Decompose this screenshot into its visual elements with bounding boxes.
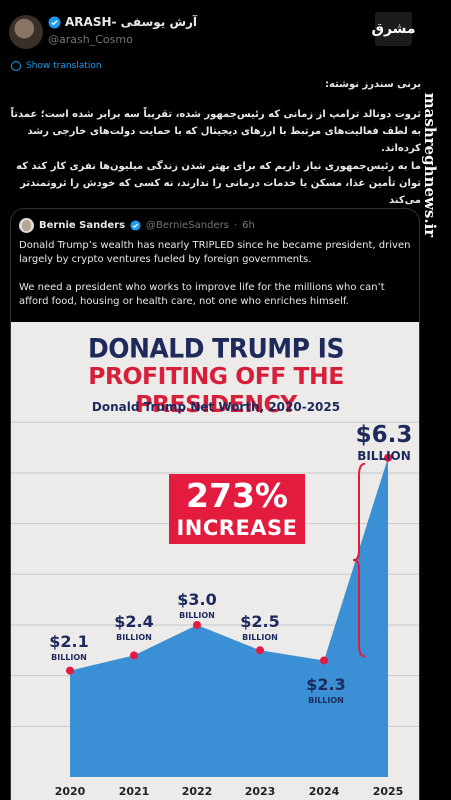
author-avatar[interactable] (9, 15, 43, 49)
quoted-verified-icon (130, 220, 141, 231)
infographic-subtitle: Donald Trump Net Worth, 2020-2025 (91, 400, 341, 414)
data-point-2020 (66, 666, 74, 675)
quoted-text: Donald Trump’s wealth has nearly TRIPLED… (19, 239, 411, 309)
author-name-row[interactable]: ARASH- آرش یوسفی (48, 15, 197, 29)
verified-badge-icon (48, 16, 61, 28)
net-worth-area (70, 457, 388, 777)
x-tick-2020: 2020 (55, 785, 86, 798)
author-name[interactable]: ARASH- آرش یوسفی (65, 15, 198, 29)
x-tick-2023: 2023 (245, 785, 276, 798)
quoted-tweet[interactable]: Bernie Sanders @BernieSanders · 6h Donal… (10, 208, 420, 800)
x-tick-2024: 2024 (309, 785, 340, 798)
quoted-time: 6h (242, 220, 255, 231)
quoted-text-1: Donald Trump’s wealth has nearly TRIPLED… (19, 240, 411, 265)
x-tick-2022: 2022 (182, 785, 213, 798)
value-label-2021: $2.4 (114, 612, 153, 631)
unit-label-2024: BILLION (308, 696, 344, 705)
data-point-2022 (193, 620, 201, 629)
unit-label-2025: BILLION (357, 449, 411, 463)
data-point-2023 (256, 646, 264, 655)
increase-word: INCREASE (176, 516, 298, 540)
unit-label-2020: BILLION (51, 653, 87, 662)
tweet-paragraph-1: ثروت دونالد ترامپ از زمانی که رئیس‌جمهور… (10, 109, 421, 154)
value-label-2022: $3.0 (177, 590, 216, 609)
x-tick-2021: 2021 (119, 785, 150, 798)
value-label-2023: $2.5 (240, 612, 279, 631)
quoted-name: Bernie Sanders (39, 220, 126, 231)
data-point-2025 (384, 453, 392, 462)
infographic-title-2: PROFITING OFF THE PRESIDENCY (88, 362, 344, 418)
show-translation-link[interactable]: Show translation (11, 61, 102, 71)
quoted-avatar (19, 218, 34, 233)
increase-bracket (352, 462, 366, 658)
value-label-2024: $2.3 (306, 675, 345, 694)
increase-badge: 273% INCREASE (169, 474, 305, 544)
watermark-url: mashreghnews.ir (420, 40, 440, 290)
watermark-url-text: mashreghnews.ir (421, 92, 439, 238)
net-worth-chart: $2.1 BILLION 2020 $2.4 BILLION 2021 $3.0 BILLIO… (11, 421, 419, 798)
unit-label-2021: BILLION (116, 633, 152, 642)
value-label-2020: $2.1 (49, 632, 88, 651)
quoted-handle: @BernieSanders (146, 220, 229, 231)
infographic[interactable]: DONALD TRUMP IS PROFITING OFF THE PRESID… (11, 322, 419, 800)
infographic-title-1: DONALD TRUMP IS (88, 333, 344, 364)
increase-percent: 273% (186, 476, 288, 515)
unit-label-2022: BILLION (179, 611, 215, 620)
data-point-2021 (130, 651, 138, 660)
tweet-header: ARASH- آرش یوسفی @arash_Cosmo Show trans… (0, 0, 451, 80)
quoted-text-2: We need a president who works to improve… (19, 282, 385, 307)
x-tick-2025: 2025 (373, 785, 404, 798)
tweet-paragraph-2: ما به رئیس‌جمهوری نیاز داریم که برای بهت… (16, 161, 421, 206)
data-point-2024 (320, 656, 328, 665)
show-translation-label: Show translation (26, 61, 102, 71)
watermark-logo: مشرق (371, 12, 416, 46)
quoted-separator: · (233, 220, 238, 231)
translate-icon (11, 61, 21, 71)
value-label-2025: $6.3 (356, 422, 413, 448)
quoted-header: Bernie Sanders @BernieSanders · 6h (19, 218, 255, 233)
author-handle[interactable]: @arash_Cosmo (48, 33, 133, 46)
tweet-intro: برنی سندرز نوشته: (324, 79, 421, 90)
unit-label-2023: BILLION (242, 633, 278, 642)
